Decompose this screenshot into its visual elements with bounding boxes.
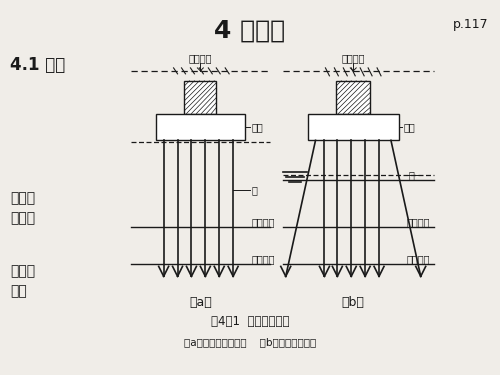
Text: 上部结构: 上部结构 [342,53,365,63]
Bar [336,81,370,114]
Text: 上部结构: 上部结构 [188,53,212,63]
Text: 坚实土层: 坚实土层 [407,255,430,264]
Text: （a）: （a） [189,296,212,309]
Text: （b）: （b） [342,296,364,309]
Bar [308,114,399,140]
Bar [184,81,216,114]
Text: 高承台: 高承台 [10,191,35,205]
Text: 4 桩基础: 4 桩基础 [214,18,286,42]
Text: （a）低承台桩基础；    （b）高承台桩基础: （a）低承台桩基础； （b）高承台桩基础 [184,337,316,347]
Text: 桩: 桩 [252,185,258,195]
Bar [156,114,245,140]
Text: 斜桩: 斜桩 [10,284,26,298]
Text: 坚实土层: 坚实土层 [252,255,276,264]
Text: 竖直桩: 竖直桩 [10,264,35,278]
Text: 低承台: 低承台 [10,211,35,225]
Text: p.117: p.117 [452,18,488,31]
Text: 软弱土层: 软弱土层 [407,217,430,227]
Text: 承台: 承台 [252,123,264,132]
Text: 承台: 承台 [404,123,415,132]
Text: 软弱土层: 软弱土层 [252,217,276,227]
Text: 桩: 桩 [409,170,414,180]
Text: 图4－1  桩基础示意图: 图4－1 桩基础示意图 [210,315,289,328]
Text: 4.1 概述: 4.1 概述 [10,56,65,74]
